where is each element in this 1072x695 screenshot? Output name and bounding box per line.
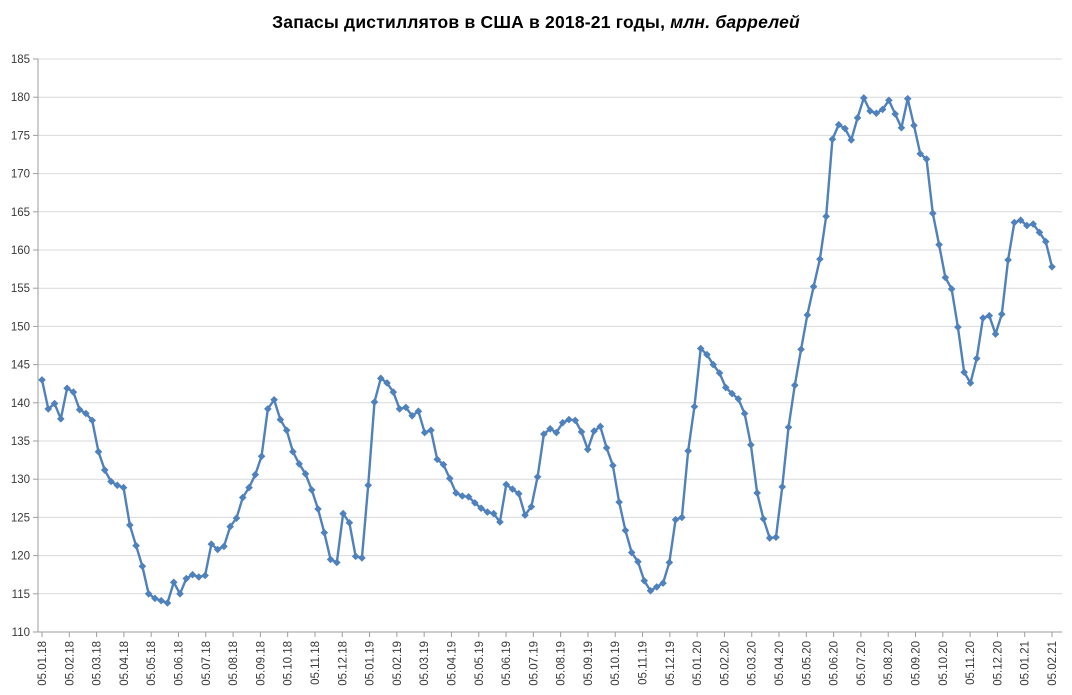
- x-axis-tick-label: 05.06.18: [173, 641, 185, 686]
- y-axis-tick-label: 165: [11, 207, 30, 219]
- x-axis-tick-label: 05.02.18: [64, 641, 76, 686]
- x-axis-tick-label: 05.10.19: [610, 641, 622, 686]
- x-axis-tick-label: 05.02.20: [719, 641, 731, 686]
- x-axis-tick-label: 05.02.21: [1047, 641, 1059, 686]
- x-axis-tick-label: 05.01.21: [1020, 641, 1032, 686]
- x-axis-tick-label: 05.11.18: [310, 641, 322, 685]
- x-axis-tick-label: 05.09.20: [911, 641, 923, 686]
- chart-title-main: Запасы дистиллятов в США в 2018-21 годы,: [272, 12, 666, 32]
- data-point-markers: [38, 94, 1056, 607]
- y-axis-tick-label: 115: [12, 589, 30, 601]
- x-axis-tick-label: 05.04.20: [774, 641, 786, 686]
- y-axis-tick-label: 125: [11, 512, 30, 524]
- y-axis-tick-label: 160: [11, 245, 30, 257]
- y-axis-tick-label: 130: [11, 474, 30, 486]
- x-axis-tick-label: 05.07.19: [528, 641, 540, 686]
- x-axis-tick-label: 05.06.20: [829, 641, 841, 686]
- x-axis-tick-label: 05.03.18: [92, 641, 104, 686]
- y-axis-tick-label: 175: [11, 130, 30, 142]
- y-axis-tick-label: 135: [11, 436, 30, 448]
- y-axis-tick-label: 145: [11, 360, 30, 372]
- x-axis-tick-label: 05.11.19: [638, 641, 650, 685]
- y-axis-tick-label: 120: [11, 551, 30, 563]
- y-axis-tick-label: 180: [11, 92, 30, 104]
- y-axis-tick-label: 170: [11, 169, 30, 181]
- y-axis-tick-label: 150: [11, 321, 30, 333]
- x-axis-tick-label: 05.10.18: [283, 641, 295, 686]
- y-axis-tick-label: 110: [12, 627, 30, 639]
- x-axis-tick-label: 05.11.20: [965, 641, 977, 685]
- x-axis-tick-label: 05.12.18: [337, 641, 349, 686]
- x-axis-tick-label: 05.09.19: [583, 641, 595, 686]
- y-axis-tick-label: 140: [11, 398, 30, 410]
- y-axis-tick-label: 185: [11, 54, 30, 66]
- x-axis-tick-label: 05.05.20: [801, 641, 813, 686]
- x-axis-tick-label: 05.09.18: [255, 641, 267, 686]
- x-axis-tick-label: 05.12.19: [665, 641, 677, 686]
- x-axis-tick-label: 05.01.20: [692, 641, 704, 686]
- x-axis-tick-label: 05.03.19: [419, 641, 431, 686]
- x-axis-tick-label: 05.10.20: [938, 641, 950, 686]
- x-axis-tick-label: 05.07.20: [856, 641, 868, 686]
- x-axis-tick-label: 05.05.19: [474, 641, 486, 686]
- x-axis-tick-label: 05.06.19: [501, 641, 513, 686]
- x-axis-tick-label: 05.01.18: [37, 641, 49, 686]
- x-axis-tick-label: 05.12.20: [992, 641, 1004, 686]
- chart-title: Запасы дистиллятов в США в 2018-21 годы,…: [0, 12, 1072, 33]
- x-axis-tick-label: 05.07.18: [201, 641, 213, 686]
- x-axis-tick-label: 05.04.19: [446, 641, 458, 686]
- y-axis-tick-label: 155: [11, 283, 30, 295]
- x-axis-tick-label: 05.05.18: [146, 641, 158, 686]
- x-axis-tick-label: 05.08.20: [883, 641, 895, 686]
- chart-title-unit: млн. баррелей: [665, 12, 800, 32]
- x-axis-tick-label: 05.04.18: [119, 641, 131, 686]
- x-axis-tick-label: 05.08.18: [228, 641, 240, 686]
- x-axis-tick-label: 05.02.19: [392, 641, 404, 686]
- x-axis-tick-label: 05.01.19: [365, 641, 377, 686]
- x-axis-tick-label: 05.08.19: [556, 641, 568, 686]
- x-axis-tick-label: 05.03.20: [747, 641, 759, 686]
